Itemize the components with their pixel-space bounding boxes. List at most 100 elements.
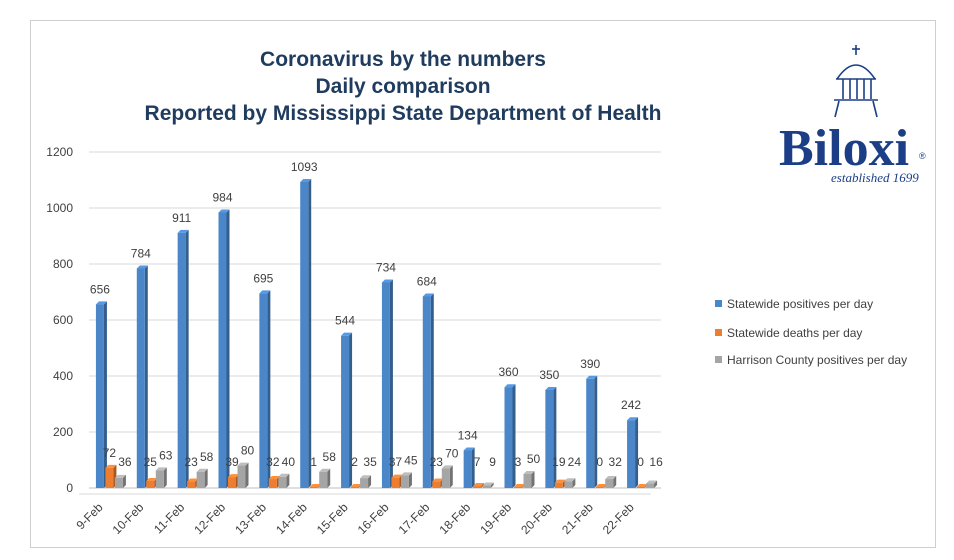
data-label: 684: [417, 274, 437, 288]
bar-front: [391, 477, 400, 488]
biloxi-logo: Biloxi ® established 1699: [779, 45, 926, 185]
bar-top: [350, 484, 362, 487]
bar-front: [278, 476, 287, 488]
bar-side: [226, 209, 230, 489]
bar: [595, 484, 607, 488]
bar: [177, 229, 189, 489]
bar: [360, 475, 372, 488]
bar-front: [268, 479, 277, 488]
bar-top: [268, 476, 280, 480]
bar-side: [471, 447, 475, 488]
bar: [278, 473, 290, 488]
bar-top: [432, 478, 444, 482]
bar-front: [595, 487, 604, 488]
bar: [482, 482, 494, 488]
bar-top: [218, 209, 230, 213]
bar-top: [95, 301, 107, 305]
data-label: 734: [376, 260, 396, 274]
bar-side: [531, 471, 535, 488]
x-tick-label: 17-Feb: [396, 500, 433, 537]
bar: [646, 480, 658, 488]
bar-top: [463, 447, 475, 451]
y-tick-label: 1200: [46, 145, 73, 159]
data-label: 24: [568, 455, 582, 469]
x-axis-ticks: 9-Feb 10-Feb 11-Feb 12-Feb 13-Feb 14-Feb 15-Fe…: [73, 500, 636, 537]
bar-top: [360, 475, 372, 479]
bar-front: [187, 481, 196, 488]
bar: [350, 484, 362, 488]
x-tick-label: 18-Feb: [436, 500, 473, 537]
bar-top: [636, 484, 648, 487]
data-label: 984: [212, 190, 232, 204]
bar: [627, 417, 639, 488]
legend-label: Statewide positives per day: [727, 297, 873, 311]
data-label: 45: [404, 453, 418, 467]
data-label: 58: [200, 450, 214, 464]
bar: [504, 384, 516, 488]
bar-front: [463, 450, 472, 488]
bar: [586, 375, 598, 488]
data-label: 350: [539, 368, 559, 382]
bar-top: [114, 474, 126, 478]
bar-front: [636, 487, 645, 488]
bar: [514, 484, 525, 488]
bar: [228, 474, 239, 488]
bar: [422, 293, 434, 488]
legend-swatch: [715, 329, 722, 336]
bar-front: [523, 474, 532, 488]
bar-side: [553, 387, 557, 488]
bar-front: [504, 387, 513, 488]
bar-front: [95, 304, 104, 488]
y-tick-label: 400: [53, 369, 73, 383]
data-label: 784: [131, 246, 151, 260]
bar-side: [408, 472, 412, 488]
bar: [391, 474, 403, 488]
bar-front: [196, 471, 205, 488]
bar-top: [400, 472, 412, 476]
bar: [473, 483, 485, 488]
bar-front: [482, 485, 491, 488]
bar-front: [554, 482, 563, 488]
data-label: 242: [621, 398, 641, 412]
bar-front: [646, 483, 655, 488]
bar-side: [204, 468, 208, 488]
data-label: 656: [90, 282, 110, 296]
bar-front: [441, 468, 450, 488]
x-tick-label: 10-Feb: [110, 500, 147, 537]
bar-front: [319, 471, 328, 488]
bar: [523, 471, 535, 488]
bar-side: [308, 178, 312, 488]
bar-top: [504, 384, 516, 388]
chart-title-line-3: Reported by Mississippi State Department…: [145, 102, 662, 125]
bar-side: [490, 482, 494, 488]
bar-side: [430, 293, 434, 488]
chart-title-line-2: Daily comparison: [315, 75, 490, 98]
bar: [105, 464, 117, 488]
legend: Statewide positives per day Statewide dea…: [715, 297, 907, 367]
bar-side: [245, 462, 249, 488]
bar-front: [114, 477, 123, 488]
bar-top: [319, 468, 331, 472]
bar: [95, 301, 107, 488]
data-label: 9: [489, 455, 496, 469]
bar-side: [613, 476, 617, 488]
bar-front: [360, 478, 369, 488]
data-label: 35: [363, 455, 377, 469]
bar: [259, 290, 271, 488]
bar: [463, 447, 475, 488]
bar-side: [286, 473, 290, 488]
bar-front: [228, 477, 236, 488]
x-tick-label: 9-Feb: [73, 500, 105, 532]
bar: [196, 468, 208, 488]
x-tick-label: 12-Feb: [191, 500, 228, 537]
data-label: 3: [515, 455, 522, 469]
data-label: 695: [253, 271, 273, 285]
bar: [605, 476, 617, 488]
bar-front: [514, 487, 522, 488]
logo-wordmark: Biloxi: [779, 120, 909, 177]
bar: [564, 478, 576, 488]
data-label: 23: [184, 455, 198, 469]
bar-top: [196, 468, 208, 472]
bar: [400, 472, 412, 488]
